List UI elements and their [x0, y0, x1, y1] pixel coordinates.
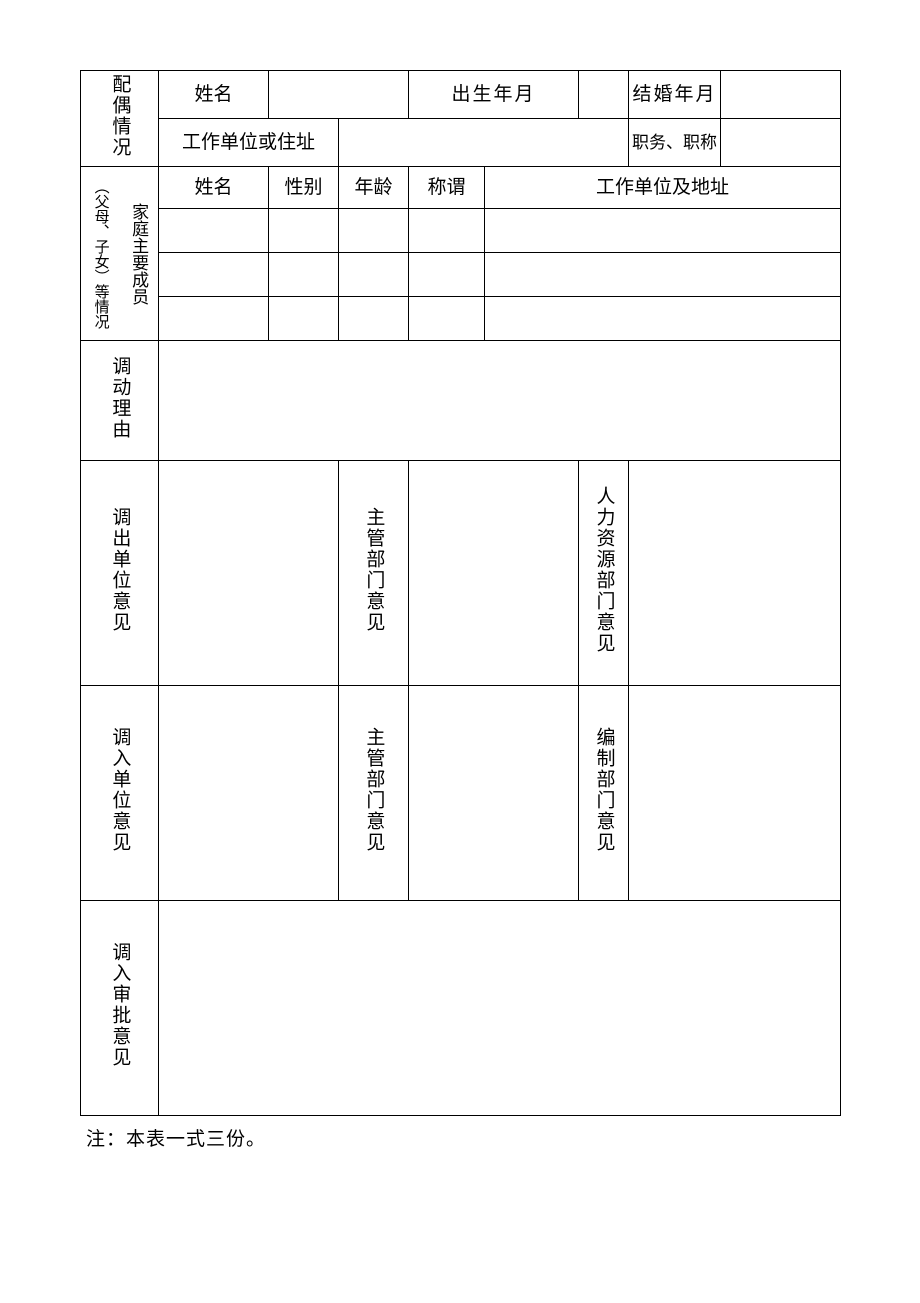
dept2-opinion-label: 主管部门意见 [339, 686, 409, 901]
spouse-marriage-label: 结婚年月 [629, 71, 721, 119]
family-cell [159, 297, 269, 341]
dept1-opinion-value [409, 461, 579, 686]
in-opinion-label: 调入单位意见 [81, 686, 159, 901]
family-section-label: （父母、子女）等情况 家庭主要成员 [81, 167, 159, 341]
dept1-opinion-label: 主管部门意见 [339, 461, 409, 686]
spouse-workaddr-value [339, 119, 629, 167]
approval-value [159, 901, 841, 1116]
spouse-birth-label: 出生年月 [409, 71, 579, 119]
hr-opinion-label: 人力资源部门意见 [579, 461, 629, 686]
spouse-title-label: 职务、职称 [629, 119, 721, 167]
family-cell [339, 253, 409, 297]
family-cell [409, 253, 485, 297]
form-table: 配偶情况 姓名 出生年月 结婚年月 工作单位或住址 职务、职称 （父母、子女）等… [80, 70, 841, 1116]
spouse-name-value [269, 71, 409, 119]
out-opinion-label: 调出单位意见 [81, 461, 159, 686]
family-cell [485, 253, 841, 297]
family-header-relation: 称谓 [409, 167, 485, 209]
family-cell [339, 209, 409, 253]
in-opinion-value [159, 686, 339, 901]
family-cell [485, 209, 841, 253]
family-cell [409, 297, 485, 341]
footnote: 注：本表一式三份。 [86, 1124, 840, 1151]
dept2-opinion-value [409, 686, 579, 901]
spouse-birth-value [579, 71, 629, 119]
est-opinion-label: 编制部门意见 [579, 686, 629, 901]
family-header-name: 姓名 [159, 167, 269, 209]
family-cell [409, 209, 485, 253]
spouse-section-label: 配偶情况 [81, 71, 159, 167]
family-header-age: 年龄 [339, 167, 409, 209]
family-cell [269, 253, 339, 297]
family-header-gender: 性别 [269, 167, 339, 209]
reason-label: 调动理由 [81, 341, 159, 461]
approval-label: 调入审批意见 [81, 901, 159, 1116]
family-cell [159, 253, 269, 297]
family-header-workaddr: 工作单位及地址 [485, 167, 841, 209]
spouse-marriage-value [721, 71, 841, 119]
family-cell [159, 209, 269, 253]
family-cell [269, 297, 339, 341]
hr-opinion-value [629, 461, 841, 686]
spouse-title-value [721, 119, 841, 167]
family-cell [485, 297, 841, 341]
est-opinion-value [629, 686, 841, 901]
spouse-workaddr-label: 工作单位或住址 [159, 119, 339, 167]
family-cell [269, 209, 339, 253]
out-opinion-value [159, 461, 339, 686]
spouse-name-label: 姓名 [159, 71, 269, 119]
family-cell [339, 297, 409, 341]
reason-value [159, 341, 841, 461]
